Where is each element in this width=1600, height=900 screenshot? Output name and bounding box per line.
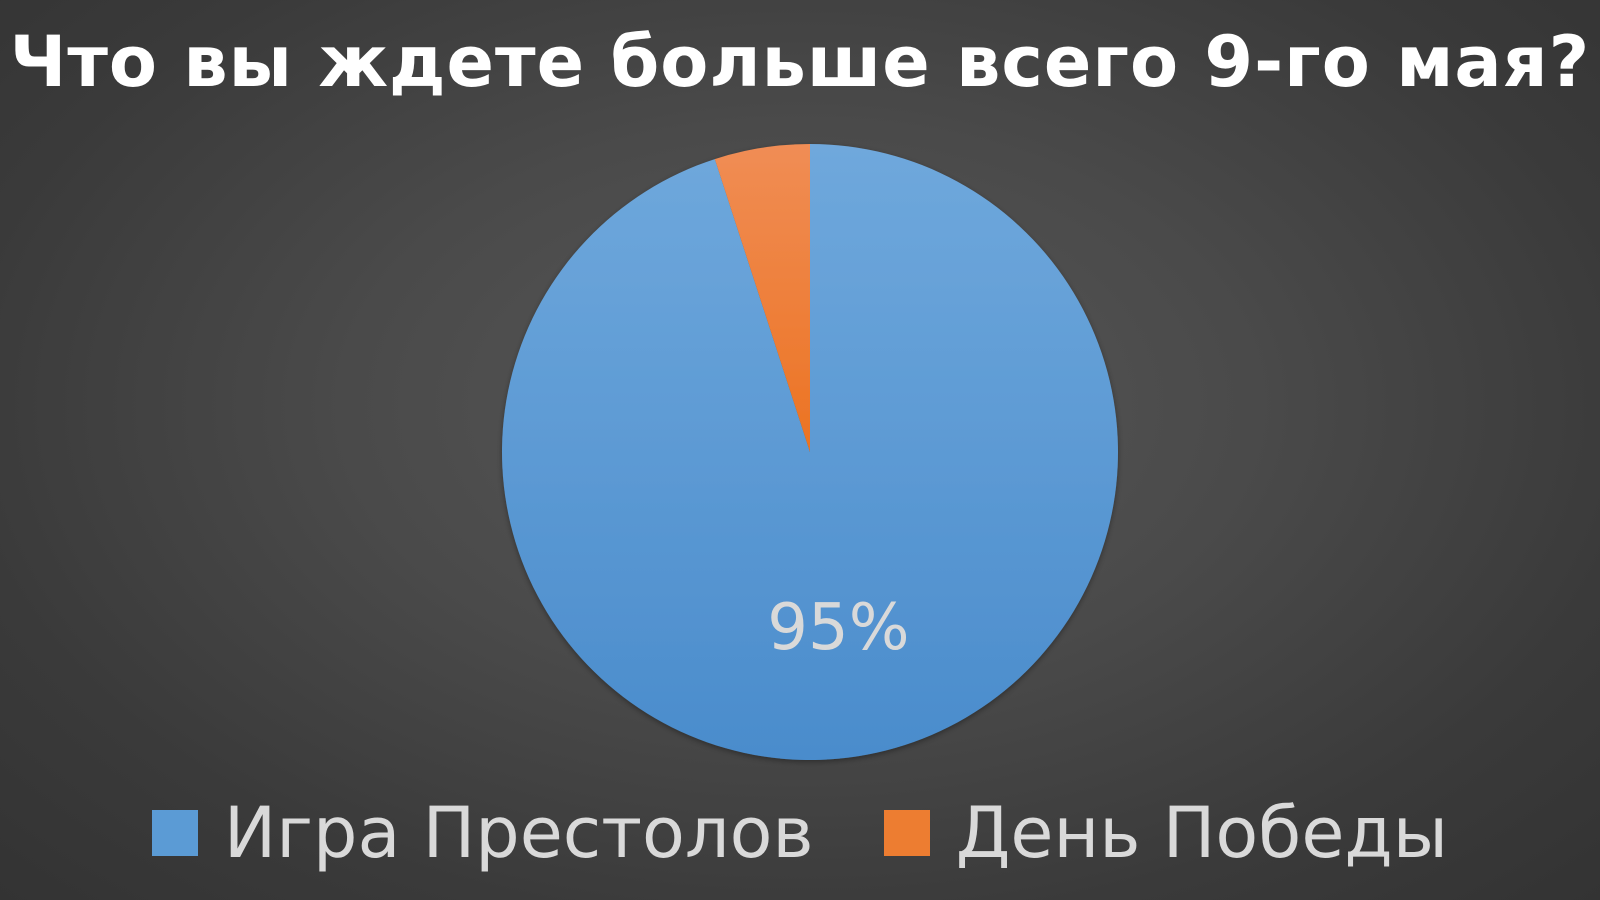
pie-slice-game-of-thrones[interactable] <box>502 144 1118 761</box>
legend-item-victory-day[interactable]: День Победы <box>883 792 1449 874</box>
legend-swatch-blue <box>151 810 198 856</box>
legend-swatch-orange <box>883 810 930 856</box>
chart-title: Что вы ждете больше всего 9-го мая? <box>9 21 1591 103</box>
legend-label: День Победы <box>955 792 1449 874</box>
pie-slice-victory-day[interactable] <box>714 144 810 452</box>
legend-item-game-of-thrones[interactable]: Игра Престолов <box>151 792 814 874</box>
data-label: 95% <box>767 591 909 665</box>
legend-label: Игра Престолов <box>223 792 814 874</box>
chart-legend: Игра Престолов День Победы <box>0 788 1600 878</box>
